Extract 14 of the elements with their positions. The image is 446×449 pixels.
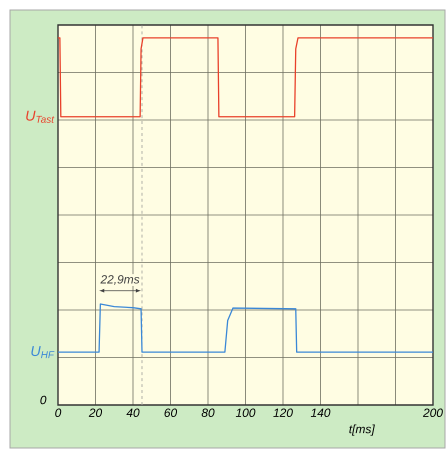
x-tick-label: 60 bbox=[164, 408, 178, 417]
x-axis-title: t[ms] bbox=[349, 424, 375, 436]
x-tick-label: 200 bbox=[422, 408, 443, 417]
x-tick-label: 40 bbox=[126, 408, 140, 417]
x-tick-label: 140 bbox=[310, 408, 330, 417]
series-label: U$_{Tast}$ bbox=[26, 110, 54, 123]
x-tick-label: 20 bbox=[88, 408, 102, 417]
x-tick-label: 80 bbox=[202, 408, 215, 417]
text: 0 bbox=[40, 396, 46, 404]
x-tick-label: 120 bbox=[273, 408, 293, 417]
x-tick-label: 100 bbox=[236, 408, 256, 417]
x-tick-label: 0 bbox=[55, 408, 62, 417]
series-label: U$_{HF}$ bbox=[31, 346, 54, 358]
annotation: 22,9ms bbox=[100, 275, 140, 285]
